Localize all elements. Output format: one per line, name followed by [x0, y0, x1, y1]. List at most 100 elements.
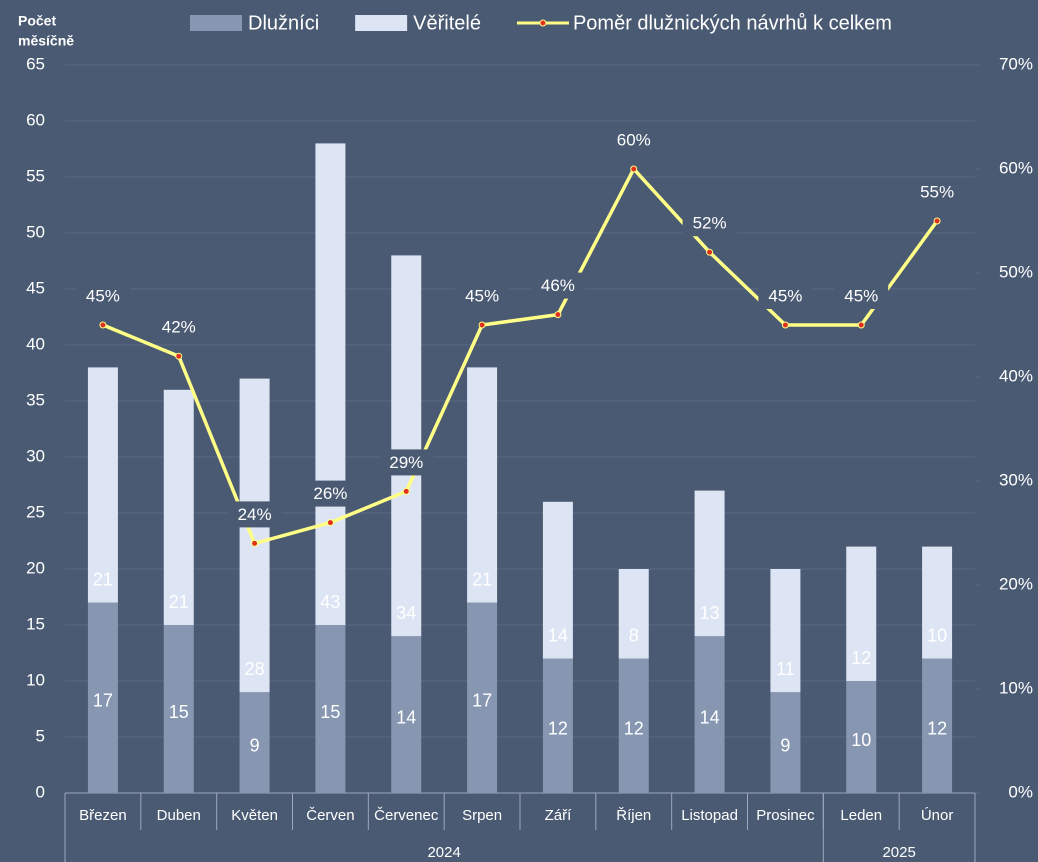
bar-value-label: 12	[851, 648, 871, 668]
line-value-label: 24%	[238, 505, 272, 524]
line-value-label: 45%	[768, 286, 802, 305]
bar-value-label: 17	[472, 691, 492, 711]
bar-value-label: 14	[396, 707, 416, 727]
line-value-label: 45%	[86, 286, 120, 305]
bar-value-label: 21	[93, 569, 113, 589]
line-marker	[857, 321, 865, 329]
legend-swatch	[355, 15, 408, 31]
x-tick-label: Červenec	[374, 807, 439, 824]
line-value-label: 45%	[465, 286, 499, 305]
bar-segment	[694, 636, 725, 793]
y2-tick-label: 70%	[999, 54, 1033, 73]
x-tick-label: Květen	[231, 807, 278, 824]
y-tick-label: 15	[26, 614, 45, 633]
y2-tick-label: 30%	[999, 470, 1033, 489]
bar-value-label: 12	[927, 719, 947, 739]
bar-segment	[770, 569, 801, 693]
x-tick-label: Listopad	[681, 807, 738, 824]
legend-label: Věřitelé	[413, 12, 481, 34]
data-label-background	[151, 314, 206, 341]
data-label-background	[455, 283, 510, 309]
line-marker	[326, 519, 334, 527]
bar-segment	[391, 636, 422, 793]
bar-value-label: 14	[548, 625, 568, 645]
bar-segment	[467, 602, 498, 793]
bar-segment	[770, 692, 801, 793]
bar-segment	[922, 658, 953, 793]
bar-value-label: 15	[320, 702, 340, 722]
y-tick-label: 35	[26, 390, 45, 409]
line-marker	[630, 165, 638, 173]
bar-segment	[846, 681, 877, 793]
y2-tick-label: 60%	[999, 158, 1033, 177]
y-tick-label: 50	[26, 222, 45, 241]
y2-tick-label: 50%	[999, 262, 1033, 281]
line-value-label: 46%	[541, 276, 575, 295]
bar-value-label: 12	[548, 719, 568, 739]
line-value-label: 45%	[844, 286, 878, 305]
bar-value-label: 21	[472, 569, 492, 589]
y2-tick-label: 20%	[999, 574, 1033, 593]
legend-marker	[539, 19, 547, 27]
legend-label: Poměr dlužnických návrhů k celkem	[573, 12, 892, 34]
bar-segment	[542, 658, 573, 793]
y-axis-title: Počet	[18, 13, 56, 29]
bar-segment	[87, 602, 118, 793]
bar-value-label: 12	[624, 719, 644, 739]
x-tick-label: Červen	[306, 807, 354, 824]
data-label-background	[758, 283, 813, 309]
bar-segment	[163, 625, 194, 793]
bar-segment	[239, 692, 270, 793]
data-label-background	[303, 480, 358, 507]
data-label-background	[75, 283, 130, 309]
y-tick-label: 65	[26, 54, 45, 73]
x-tick-label: Duben	[157, 807, 201, 824]
bar-segment	[87, 367, 118, 603]
group-label: 2024	[427, 844, 460, 861]
x-tick-label: Září	[545, 807, 573, 824]
bar-value-label: 10	[927, 625, 947, 645]
y-axis-title: měsíčně	[18, 33, 74, 49]
group-label: 2025	[882, 844, 915, 861]
line-value-label: 29%	[389, 453, 423, 472]
y-tick-label: 0	[36, 782, 45, 801]
bar-segment	[618, 569, 649, 659]
bar-value-label: 17	[93, 691, 113, 711]
bar-segment	[239, 378, 270, 693]
y-tick-label: 20	[26, 558, 45, 577]
bar-segment	[467, 367, 498, 603]
line-marker	[402, 487, 410, 495]
bar-segment	[315, 625, 346, 793]
bar-value-label: 15	[169, 702, 189, 722]
bar-value-label: 13	[700, 603, 720, 623]
line-marker	[933, 217, 941, 225]
line-value-label: 60%	[617, 130, 651, 149]
bar-value-label: 43	[320, 592, 340, 612]
line-marker	[175, 352, 183, 360]
bar-value-label: 34	[396, 603, 416, 623]
x-tick-label: Říjen	[616, 807, 651, 824]
bar-segment	[163, 389, 194, 625]
bar-segment	[846, 546, 877, 681]
bar-value-label: 21	[169, 592, 189, 612]
y-tick-label: 30	[26, 446, 45, 465]
y-tick-label: 55	[26, 166, 45, 185]
line-marker	[478, 321, 486, 329]
y2-tick-label: 0%	[1008, 782, 1033, 801]
bar-segment	[922, 546, 953, 659]
x-tick-label: Únor	[921, 807, 954, 824]
line-marker	[99, 321, 107, 329]
bar-segment	[694, 490, 725, 637]
data-label-background	[910, 179, 965, 205]
line-value-label: 52%	[693, 214, 727, 233]
data-label-background	[530, 272, 585, 299]
line-value-label: 55%	[920, 182, 954, 201]
bar-value-label: 11	[776, 659, 795, 679]
data-label-background	[834, 283, 889, 309]
bar-value-label: 10	[851, 730, 871, 750]
y-tick-label: 25	[26, 502, 45, 521]
bar-segment	[618, 658, 649, 793]
line-marker	[251, 539, 259, 547]
